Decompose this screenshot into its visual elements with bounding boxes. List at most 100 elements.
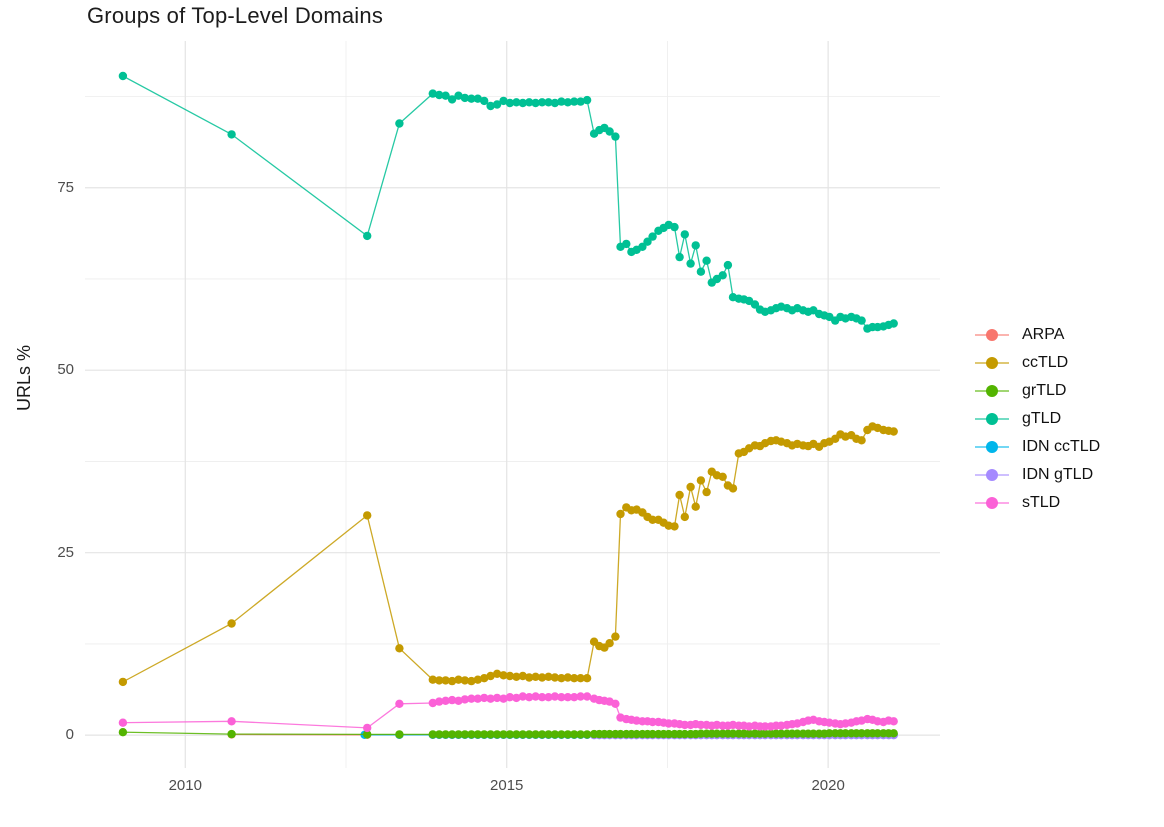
data-point	[460, 93, 470, 103]
data-point	[611, 699, 620, 708]
data-point	[563, 98, 572, 107]
data-point	[227, 717, 236, 726]
data-point	[537, 730, 547, 739]
data-point	[670, 522, 679, 531]
data-point	[363, 511, 372, 520]
data-point	[227, 729, 236, 739]
data-point	[576, 692, 585, 701]
data-point	[118, 71, 128, 81]
data-point	[499, 730, 508, 739]
data-point	[632, 729, 641, 739]
data-point	[889, 717, 898, 726]
data-point	[512, 98, 521, 107]
data-point	[428, 730, 437, 739]
data-point	[363, 730, 372, 739]
data-point	[363, 231, 372, 241]
legend-label: grTLD	[1022, 382, 1067, 399]
data-point	[435, 697, 444, 706]
data-point	[531, 730, 540, 739]
data-point	[582, 692, 592, 701]
data-point	[118, 718, 128, 727]
data-point	[363, 723, 372, 733]
data-point	[889, 319, 898, 328]
data-point	[723, 260, 733, 270]
data-point	[582, 674, 592, 683]
x-tick-label: 2020	[811, 777, 845, 794]
series-grtld	[118, 728, 898, 739]
data-point	[492, 100, 502, 109]
data-point	[447, 695, 457, 705]
data-point	[616, 509, 625, 519]
y-tick-label: 25	[57, 543, 74, 561]
data-point	[454, 91, 463, 100]
data-point	[557, 674, 566, 683]
data-point	[441, 91, 450, 100]
data-point	[550, 673, 560, 682]
data-point	[428, 89, 437, 98]
legend-key-icon	[975, 412, 1009, 426]
data-point	[750, 300, 760, 309]
data-point	[570, 693, 579, 702]
data-point	[550, 730, 560, 739]
data-point	[512, 672, 521, 681]
data-point	[777, 729, 786, 738]
data-point	[486, 671, 495, 681]
data-point	[702, 487, 711, 497]
legend-label: ARPA	[1022, 326, 1065, 343]
data-point	[428, 675, 437, 684]
data-point	[480, 96, 489, 106]
data-point	[518, 692, 527, 701]
data-point	[670, 222, 679, 232]
legend-item-idn-cctld: IDN ccTLD	[975, 433, 1100, 461]
data-point	[454, 730, 463, 739]
legend-key-icon	[975, 328, 1009, 342]
data-point	[857, 316, 866, 325]
data-point	[582, 730, 592, 739]
data-point	[570, 674, 579, 683]
data-point	[435, 676, 444, 685]
data-point	[857, 729, 866, 738]
data-point	[675, 252, 684, 262]
data-point	[557, 730, 566, 739]
data-point	[718, 472, 727, 481]
data-point	[889, 427, 898, 436]
data-point	[428, 698, 437, 708]
data-point	[227, 619, 236, 628]
data-point	[518, 671, 527, 681]
data-point	[537, 98, 547, 107]
legend-dot-icon	[986, 357, 998, 369]
data-point	[760, 722, 770, 731]
data-point	[467, 676, 476, 686]
data-point	[544, 98, 553, 107]
data-point	[531, 692, 540, 701]
data-point	[841, 729, 850, 738]
data-point	[680, 729, 689, 739]
legend-item-arpa: ARPA	[975, 321, 1100, 349]
data-point	[395, 699, 404, 708]
data-point	[675, 490, 684, 500]
data-point	[480, 730, 489, 739]
data-point	[691, 502, 700, 511]
data-point	[643, 237, 652, 246]
data-point	[576, 730, 585, 739]
legend-dot-icon	[986, 469, 998, 481]
data-point	[518, 730, 527, 739]
data-point	[611, 132, 620, 141]
legend-key-icon	[975, 496, 1009, 510]
data-point	[680, 230, 689, 239]
data-point	[638, 242, 647, 251]
data-point	[712, 729, 722, 738]
data-point	[582, 95, 592, 105]
series-cctld	[118, 422, 898, 687]
data-point	[563, 673, 572, 682]
data-point	[441, 730, 450, 739]
legend-item-cctld: ccTLD	[975, 349, 1100, 377]
data-point	[686, 259, 695, 268]
data-point	[480, 693, 489, 703]
legend-key-icon	[975, 384, 1009, 398]
data-point	[499, 671, 508, 680]
y-tick-label: 0	[65, 726, 74, 744]
data-point	[447, 730, 457, 739]
